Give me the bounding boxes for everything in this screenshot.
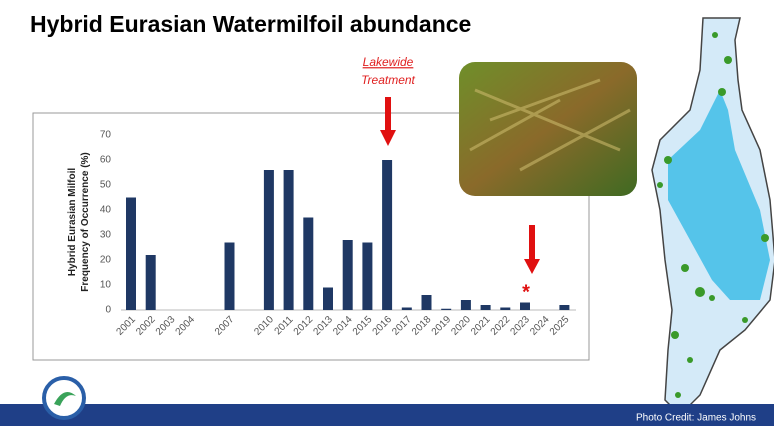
bar — [343, 240, 353, 310]
y-label-line: Hybrid Eurasian Milfoil — [67, 168, 78, 277]
bar — [362, 243, 372, 311]
bar — [441, 309, 451, 310]
bar — [323, 288, 333, 311]
bar — [225, 243, 235, 311]
arrow-shaft — [529, 225, 535, 260]
bar — [284, 170, 294, 310]
asterisk: * — [522, 281, 530, 303]
bar — [126, 198, 136, 311]
y-tick-label: 40 — [100, 205, 112, 216]
bar — [264, 170, 274, 310]
slide: Hybrid Eurasian Watermilfoil abundance H… — [0, 0, 774, 426]
bar — [520, 303, 530, 311]
bar — [481, 305, 491, 310]
y-tick-label: 30 — [100, 230, 112, 241]
annotation-line: Lakewide — [363, 55, 414, 69]
y-tick-label: 10 — [100, 280, 112, 291]
photo — [459, 62, 637, 196]
annotation-line: Treatment — [361, 73, 415, 87]
y-tick-label: 0 — [105, 305, 111, 316]
bar — [382, 160, 392, 310]
bar — [422, 295, 432, 310]
bar — [559, 305, 569, 310]
bar — [500, 308, 510, 311]
y-tick-label: 50 — [100, 180, 112, 191]
y-label-line: Frequency of Occurrence (%) — [80, 152, 91, 291]
bar — [303, 218, 313, 311]
slide-title: Hybrid Eurasian Watermilfoil abundance — [30, 11, 471, 37]
bar — [402, 308, 412, 311]
photo-credit: Photo Credit: James Johns — [636, 413, 756, 424]
chart: Hybrid Eurasian Watermilfoil abundance H… — [0, 0, 774, 426]
bar — [146, 255, 156, 310]
bar — [461, 300, 471, 310]
y-tick-label: 70 — [100, 130, 112, 141]
y-tick-label: 60 — [100, 155, 112, 166]
arrow-shaft — [385, 97, 391, 131]
y-tick-label: 20 — [100, 255, 112, 266]
